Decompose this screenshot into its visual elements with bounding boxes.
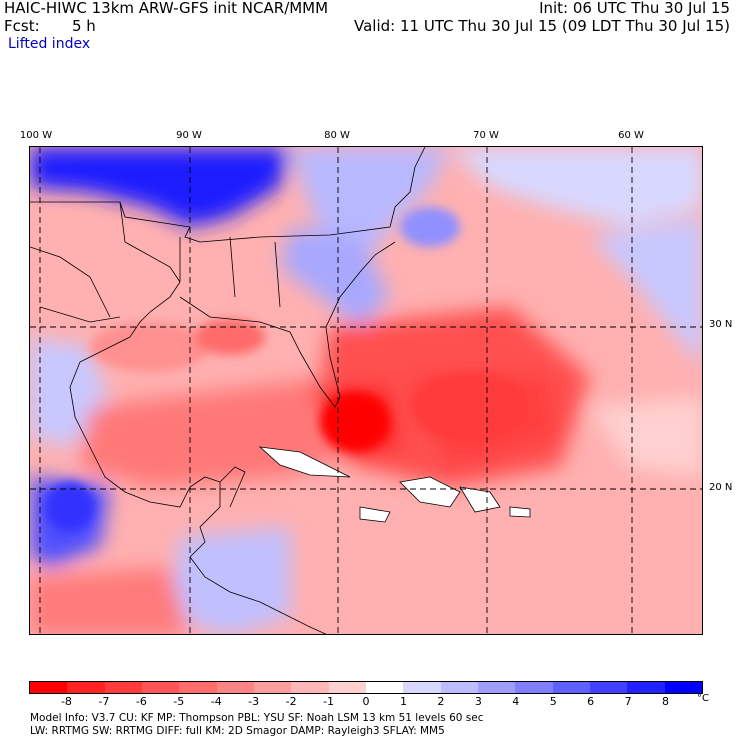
- colorbar-tick-label: -5: [173, 695, 185, 708]
- colorbar-swatch: [67, 682, 105, 693]
- colorbar-tick-label: 5: [549, 695, 557, 708]
- colorbar-tick-label: -4: [210, 695, 222, 708]
- colorbar-swatch: [477, 682, 516, 693]
- colorbar-tick-label: 8: [662, 695, 670, 708]
- colorbar-tick-label: -6: [135, 695, 147, 708]
- field-name: Lifted index: [8, 36, 91, 52]
- colorbar-tick-label: 4: [512, 695, 520, 708]
- forecast-hour: 5 h: [72, 17, 96, 35]
- colorbar-swatch: [365, 682, 404, 693]
- colorbar-swatch: [104, 682, 142, 693]
- colorbar-swatch: [253, 682, 292, 693]
- lifted-index-map: [29, 146, 703, 635]
- latlon-grid: [30, 147, 702, 634]
- colorbar-swatch: [664, 682, 702, 693]
- colorbar-tick-label: -8: [60, 695, 72, 708]
- colorbar-swatch: [328, 682, 366, 693]
- field-shading: [30, 147, 702, 634]
- colorbar-swatch: [440, 682, 478, 693]
- lat-label-20n: 20 N: [709, 482, 733, 493]
- colorbar-swatch: [179, 682, 217, 693]
- colorbar-tick-label: -2: [285, 695, 297, 708]
- colorbar-tick-label: 0: [362, 695, 370, 708]
- colorbar-swatch: [552, 682, 590, 693]
- field-detail: [45, 207, 530, 532]
- colorbar-swatch: [403, 682, 441, 693]
- forecast-label: Fcst:: [4, 17, 40, 35]
- colorbar-tick-label: -3: [248, 695, 260, 708]
- colorbar-tick-label: 2: [437, 695, 445, 708]
- init-time: Init: 06 UTC Thu 30 Jul 15: [539, 0, 730, 17]
- coastlines: [30, 147, 426, 634]
- colorbar-tick-label: 3: [474, 695, 482, 708]
- lon-label-70w: 70 W: [473, 130, 499, 141]
- lon-label-60w: 60 W: [618, 130, 644, 141]
- colorbar-tick-label: -7: [98, 695, 110, 708]
- colorbar-swatch: [515, 682, 553, 693]
- lat-label-30n: 30 N: [709, 319, 733, 330]
- islands: [258, 446, 531, 523]
- model-info-line1: Model Info: V3.7 CU: KF MP: Thompson PBL…: [30, 712, 484, 724]
- map-canvas: [30, 147, 702, 634]
- colorbar-swatch: [589, 682, 628, 693]
- colorbar-swatch: [30, 682, 68, 693]
- colorbar: [29, 681, 703, 694]
- lon-label-90w: 90 W: [176, 130, 202, 141]
- chart-title: HAIC-HIWC 13km ARW-GFS init NCAR/MMM: [4, 0, 329, 17]
- colorbar-unit: °C: [697, 693, 709, 704]
- lon-label-100w: 100 W: [19, 130, 53, 141]
- colorbar-swatch: [291, 682, 329, 693]
- lon-label-80w: 80 W: [324, 130, 350, 141]
- colorbar-swatch: [627, 682, 665, 693]
- colorbar-swatch: [216, 682, 254, 693]
- colorbar-tick-label: -1: [323, 695, 335, 708]
- colorbar-tick-label: 6: [587, 695, 595, 708]
- colorbar-tick-label: 7: [624, 695, 632, 708]
- valid-time: Valid: 11 UTC Thu 30 Jul 15 (09 LDT Thu …: [354, 17, 730, 35]
- colorbar-tick-label: 1: [399, 695, 407, 708]
- colorbar-swatch: [141, 682, 180, 693]
- model-info-line2: LW: RRTMG SW: RRTMG DIFF: full KM: 2D Sm…: [30, 725, 445, 737]
